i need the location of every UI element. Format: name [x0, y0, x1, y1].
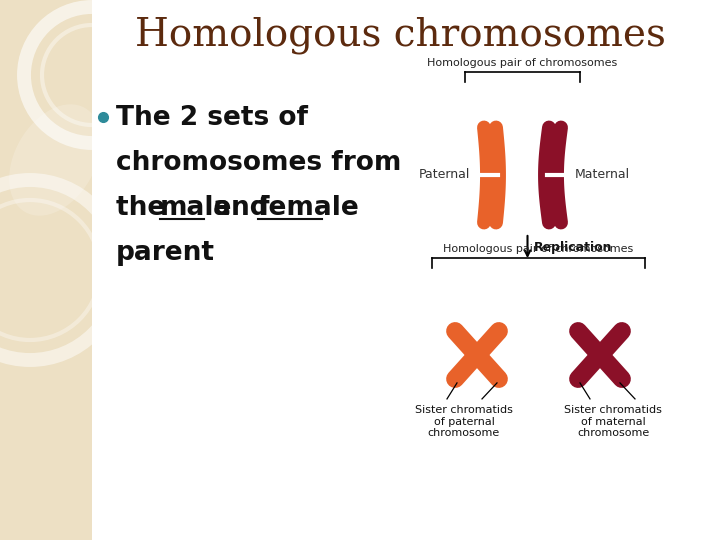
Text: Replication: Replication [534, 240, 612, 253]
Text: female: female [258, 195, 360, 221]
Text: Maternal: Maternal [575, 168, 630, 181]
Text: and: and [204, 195, 278, 221]
Text: Homologous chromosomes: Homologous chromosomes [135, 16, 665, 54]
Text: male: male [160, 195, 233, 221]
Text: Paternal: Paternal [418, 168, 470, 181]
Text: The 2 sets of: The 2 sets of [116, 105, 308, 131]
Text: Homologous pair of chromosomes: Homologous pair of chromosomes [444, 244, 634, 254]
Ellipse shape [9, 104, 101, 215]
Polygon shape [0, 0, 92, 540]
Text: Sister chromatids
of paternal
chromosome: Sister chromatids of paternal chromosome [415, 405, 513, 438]
Text: parent: parent [116, 240, 215, 266]
Text: the: the [116, 195, 174, 221]
Text: Homologous pair of chromosomes: Homologous pair of chromosomes [428, 58, 618, 68]
Text: chromosomes from: chromosomes from [116, 150, 401, 176]
Text: Sister chromatids
of maternal
chromosome: Sister chromatids of maternal chromosome [564, 405, 662, 438]
